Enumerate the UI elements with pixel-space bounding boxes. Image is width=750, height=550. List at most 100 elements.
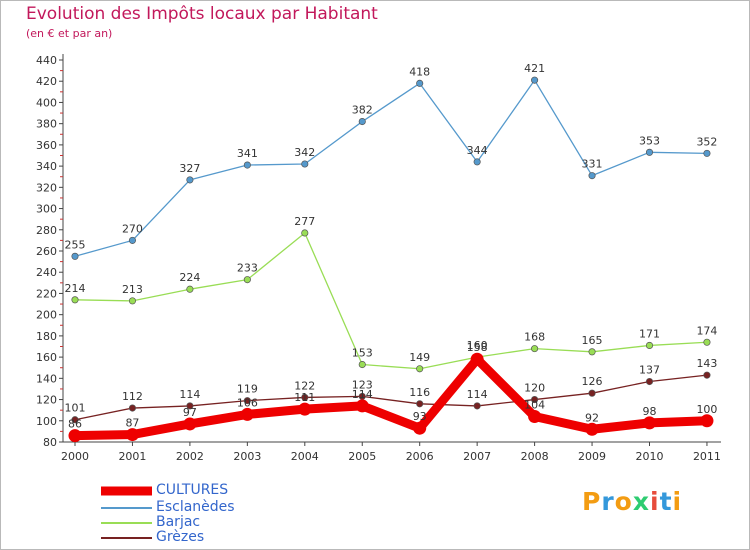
chart-subtitle: (en € et par an) (26, 27, 113, 40)
data-label: 270 (122, 222, 143, 235)
data-point (71, 416, 79, 424)
data-label: 116 (409, 386, 430, 399)
data-point (416, 400, 424, 408)
data-label: 101 (65, 402, 86, 415)
data-point (68, 429, 82, 443)
data-point (473, 158, 481, 166)
data-label: 86 (68, 418, 82, 431)
data-point (416, 79, 424, 87)
data-point (588, 172, 596, 180)
data-label: 160 (467, 339, 488, 352)
data-label: 111 (294, 391, 315, 404)
data-label: 149 (409, 351, 430, 364)
x-tick-label: 2001 (118, 450, 146, 463)
data-point (128, 297, 137, 305)
y-tick-label: 160 (36, 351, 57, 364)
y-tick-label: 80 (43, 436, 57, 449)
x-tick-label: 2009 (578, 450, 606, 463)
data-point (588, 389, 596, 397)
data-label: 327 (179, 162, 200, 175)
data-point (301, 393, 309, 401)
data-label: 114 (352, 388, 373, 401)
data-label: 255 (65, 238, 86, 251)
series-line-0 (70, 354, 712, 441)
y-tick-label: 220 (36, 287, 57, 300)
data-label: 92 (585, 411, 599, 424)
data-label: 213 (122, 283, 143, 296)
chart-title: Evolution des Impôts locaux par Habitant (26, 4, 378, 24)
data-point (416, 365, 424, 373)
data-label: 143 (696, 357, 717, 370)
data-point (645, 148, 654, 156)
x-tick-label: 2010 (636, 450, 664, 463)
data-label: 119 (237, 383, 258, 396)
data-label: 165 (582, 334, 603, 347)
data-point (128, 236, 137, 244)
x-tick-label: 2011 (693, 450, 721, 463)
data-label: 421 (524, 62, 545, 75)
data-label: 158 (467, 341, 488, 354)
data-label: 106 (237, 396, 258, 409)
y-tick-label: 260 (36, 245, 57, 258)
data-point (473, 402, 481, 410)
x-tick-label: 2007 (463, 450, 491, 463)
data-point (301, 160, 309, 168)
x-tick-label: 2006 (406, 450, 434, 463)
y-tick-label: 320 (36, 181, 57, 194)
y-tick-label: 180 (36, 330, 57, 343)
y-tick-label: 360 (36, 139, 57, 152)
data-point (531, 76, 539, 84)
y-tick-label: 280 (36, 224, 57, 237)
data-label: 233 (237, 262, 258, 275)
data-point (298, 402, 312, 416)
logo-letter: x (632, 487, 650, 516)
data-point (240, 407, 254, 421)
data-point (355, 399, 369, 413)
data-label: 352 (696, 135, 717, 148)
data-label: 114 (467, 388, 488, 401)
series-line-1 (74, 79, 708, 257)
axes: 80 100 120 140 160 180 200 220 240 260 280 300 320 34… (36, 54, 721, 463)
data-label: 168 (524, 331, 545, 344)
logo-letter: i (650, 487, 660, 516)
data-label: 87 (125, 417, 139, 430)
data-label: 224 (179, 271, 200, 284)
y-tick-label: 380 (36, 118, 57, 131)
data-label: 120 (524, 382, 545, 395)
data-point (703, 371, 711, 379)
series-layer (68, 76, 714, 443)
data-point (470, 352, 484, 366)
proxiti-logo: Proxiti (582, 487, 682, 516)
data-labels: 255 270 327 341 342 382 418 344 421 331 353 352 214 2… (65, 62, 718, 430)
data-point (413, 421, 427, 435)
logo-letter: P (582, 487, 602, 516)
data-point (645, 341, 654, 349)
legend-label-esclanedes: Esclanèdes (156, 499, 235, 515)
data-label: 98 (643, 405, 657, 418)
data-point (243, 397, 251, 405)
data-point (301, 229, 309, 237)
x-tick-label: 2004 (291, 450, 319, 463)
x-tick-label: 2002 (176, 450, 204, 463)
data-label: 123 (352, 378, 373, 391)
data-label: 344 (467, 144, 488, 157)
logo-letter: i (672, 487, 683, 516)
x-tick-label: 2005 (348, 450, 376, 463)
data-point (703, 149, 711, 157)
data-point (585, 422, 599, 436)
data-label: 114 (179, 388, 200, 401)
data-point (186, 176, 194, 184)
data-point (183, 417, 197, 431)
y-tick-label: 300 (36, 203, 57, 216)
data-label: 122 (294, 379, 315, 392)
x-tick-label: 2000 (61, 450, 89, 463)
data-point (700, 414, 714, 428)
y-tick-label: 420 (36, 75, 57, 88)
data-point (531, 345, 539, 353)
y-tick-label: 200 (36, 309, 57, 322)
data-label: 112 (122, 390, 143, 403)
data-label: 418 (409, 65, 430, 78)
data-label: 277 (294, 215, 315, 228)
legend-label-grezes: Grèzes (156, 529, 205, 545)
